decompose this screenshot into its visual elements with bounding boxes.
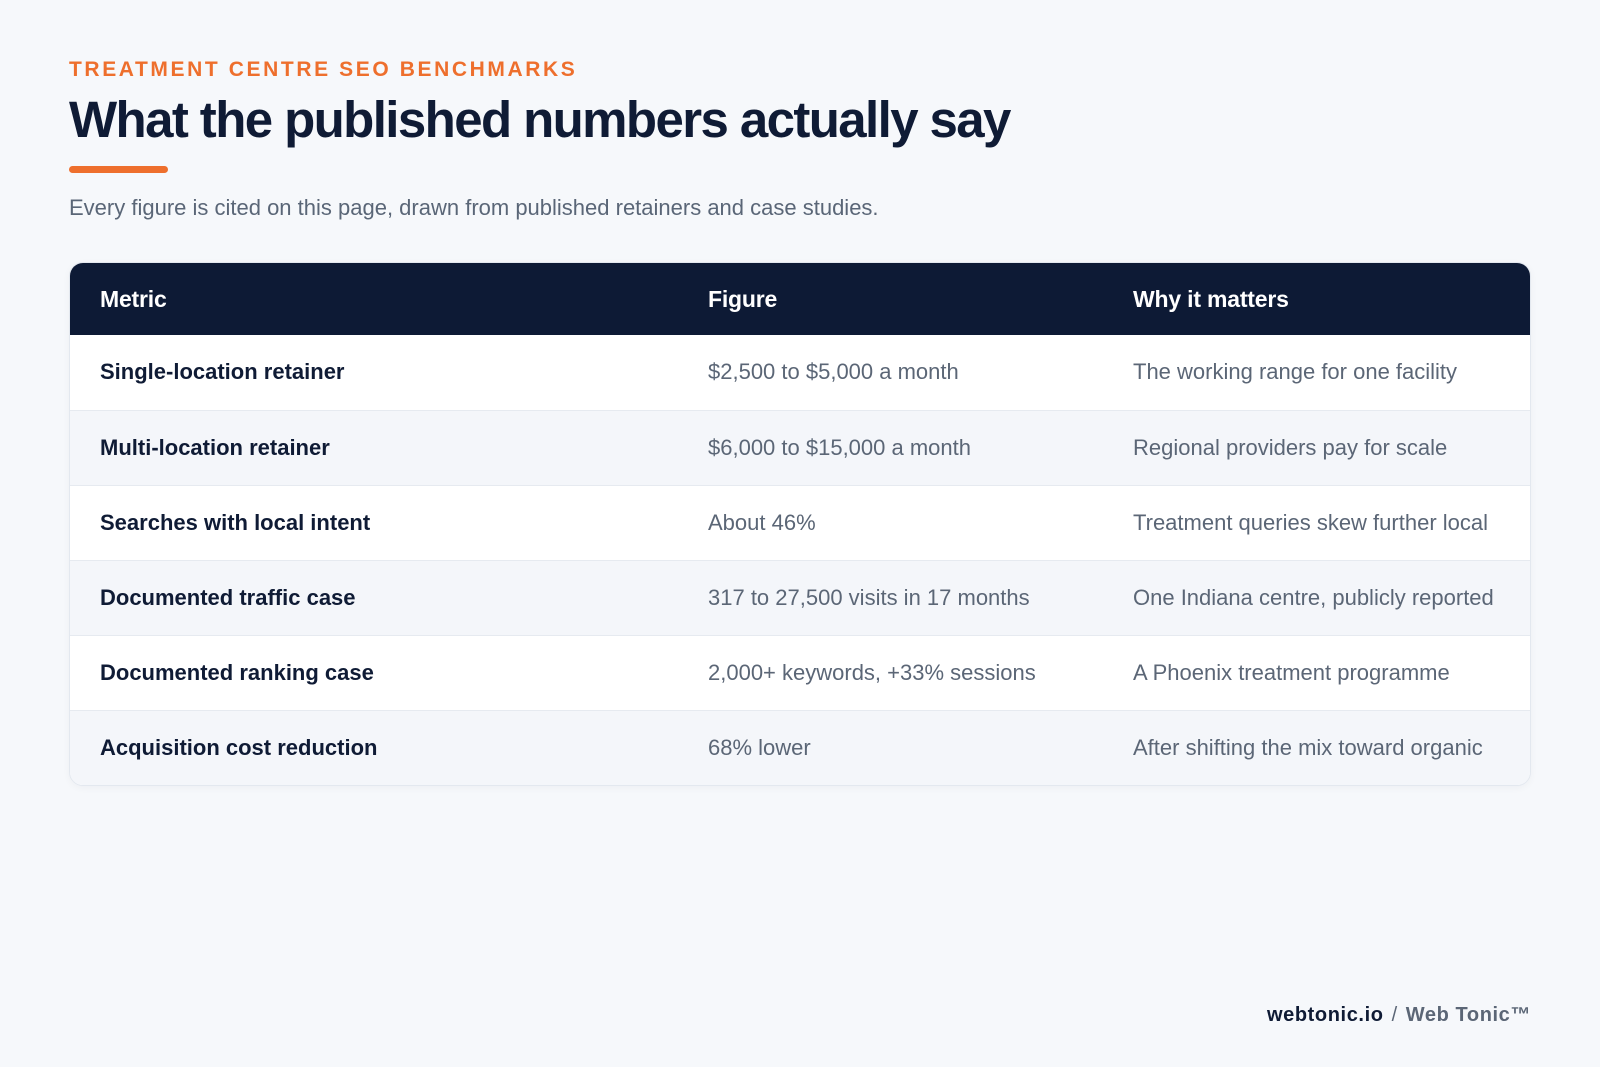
figure-cell: 2,000+ keywords, +33% sessions [708,659,1036,685]
eyebrow-label: TREATMENT CENTRE SEO BENCHMARKS [69,58,578,81]
table-row: Single-location retainer $2,500 to $5,00… [70,335,1530,410]
why-cell: The working range for one facility [1133,359,1458,385]
figure-cell: 317 to 27,500 visits in 17 months [708,584,1030,610]
figure-cell: $2,500 to $5,000 a month [708,359,959,385]
footer-domain: webtonic.io [1266,1004,1384,1026]
footer-brand: Web Tonic™ [1405,1004,1531,1026]
figure-cell: About 46% [708,509,816,535]
table-row: Multi-location retainer $6,000 to $15,00… [70,410,1530,485]
why-cell: Regional providers pay for scale [1133,434,1448,460]
accent-underline [69,166,168,173]
metric-cell: Searches with local intent [100,509,371,535]
footer-credit: webtonic.io / Web Tonic™ [1267,1004,1531,1027]
table-header-row: Metric Figure Why it matters [70,263,1530,335]
why-cell: A Phoenix treatment programme [1133,659,1450,685]
table-row: Documented traffic case 317 to 27,500 vi… [70,560,1530,635]
metric-cell: Documented traffic case [100,584,356,610]
page-subtitle: Every figure is cited on this page, draw… [69,195,879,220]
why-cell: One Indiana centre, publicly reported [1133,584,1494,610]
why-cell: After shifting the mix toward organic [1133,734,1483,760]
benchmarks-table: Metric Figure Why it matters Single-loca… [69,262,1531,786]
footer-separator: / [1391,1004,1398,1026]
table-row: Searches with local intent About 46% Tre… [70,485,1530,560]
page-title: What the published numbers actually say [69,91,1011,148]
metric-cell: Single-location retainer [100,359,345,385]
table-row: Acquisition cost reduction 68% lower Aft… [70,710,1530,785]
figure-cell: $6,000 to $15,000 a month [708,434,971,460]
column-header-figure: Figure [708,285,778,312]
why-cell: Treatment queries skew further local [1133,509,1488,535]
table-row: Documented ranking case 2,000+ keywords,… [70,635,1530,710]
metric-cell: Multi-location retainer [100,434,330,460]
column-header-why: Why it matters [1133,285,1289,312]
metric-cell: Documented ranking case [100,659,374,685]
metric-cell: Acquisition cost reduction [100,734,378,760]
column-header-metric: Metric [100,285,167,312]
figure-cell: 68% lower [708,734,811,760]
